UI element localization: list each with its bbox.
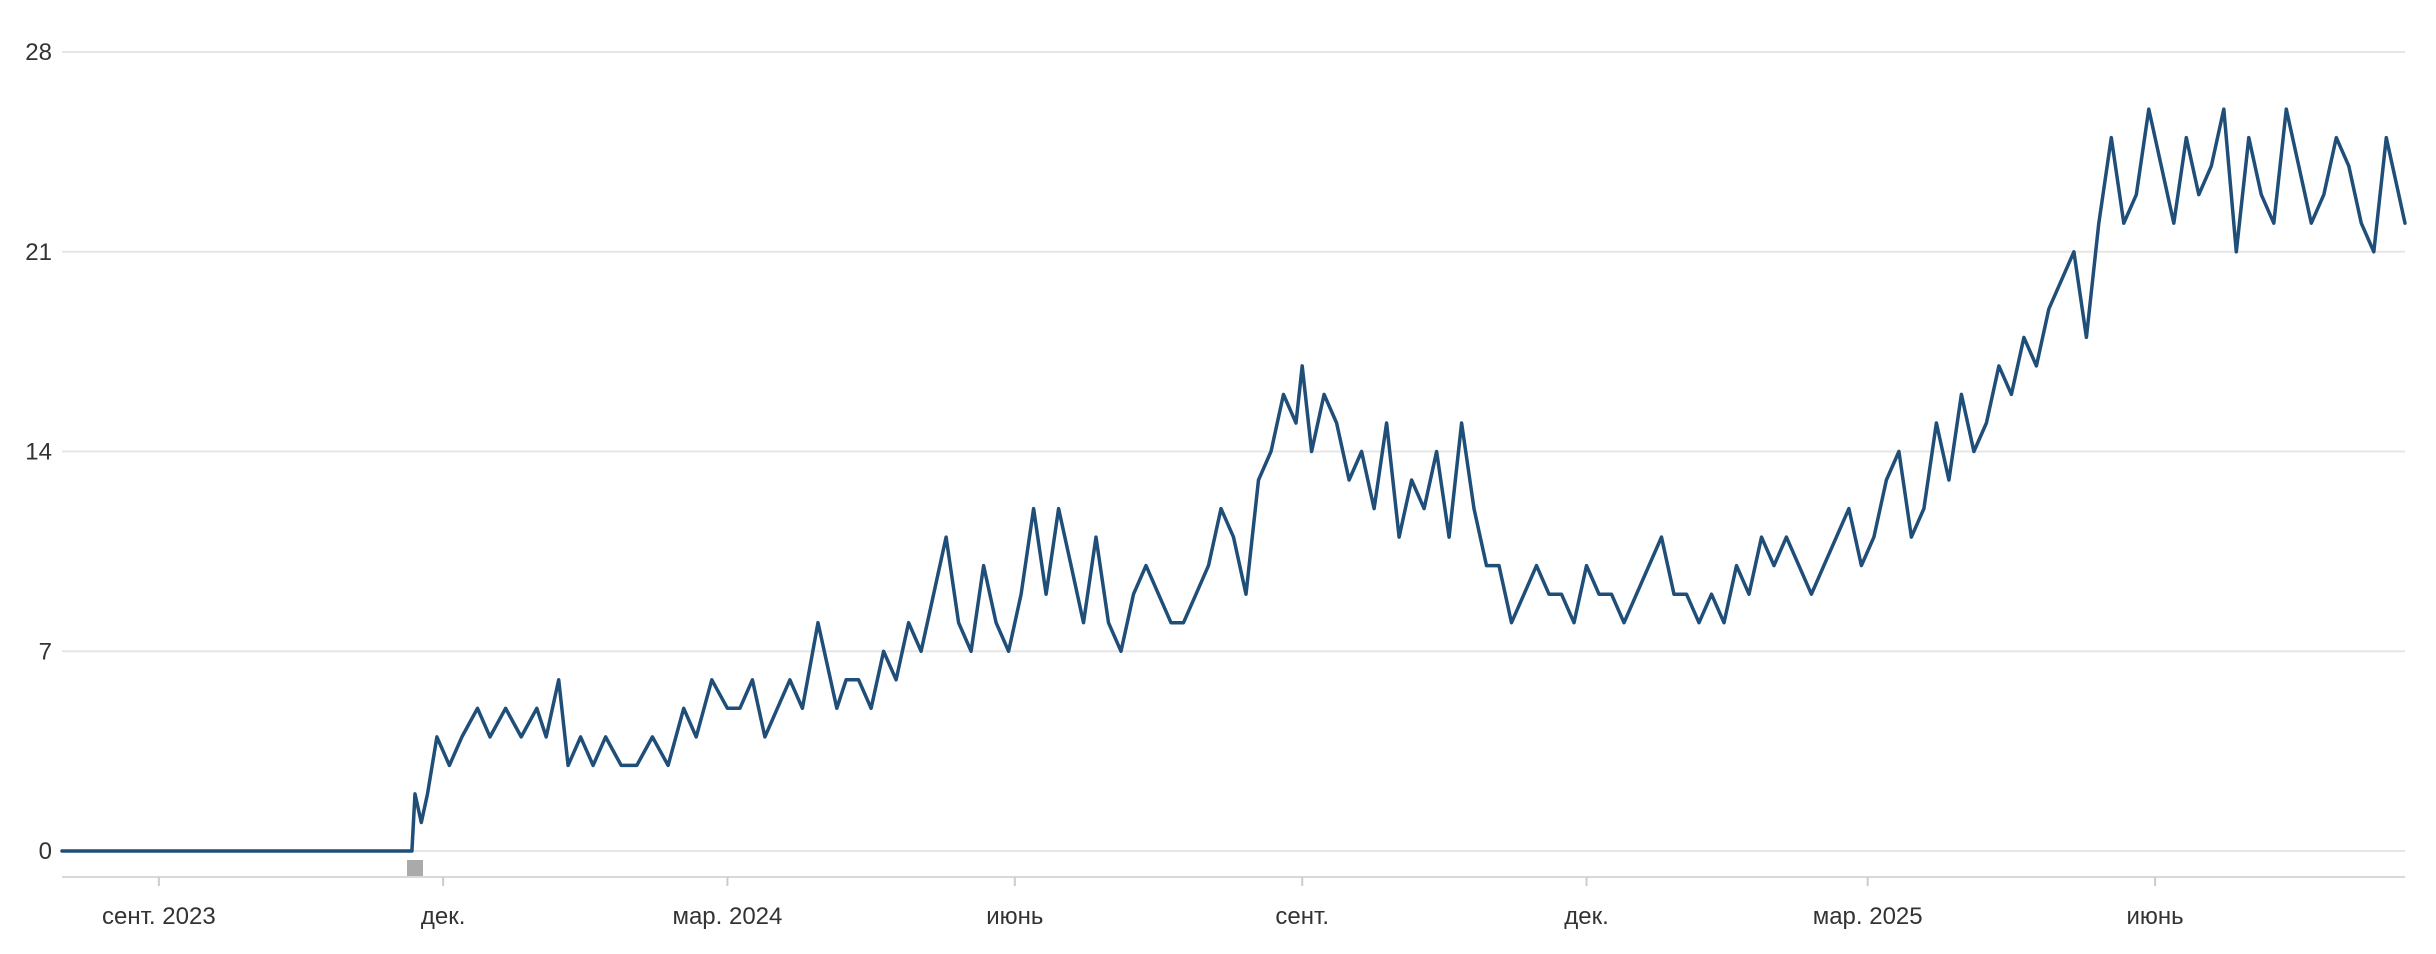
y-tick-label: 7: [39, 638, 52, 665]
x-tick-label: июнь: [986, 903, 1043, 930]
series-line: [60, 107, 2407, 853]
x-axis-ticks: сент. 2023 дек. мар. 2024 июнь сент. дек. мар.…: [102, 877, 2184, 930]
x-tick-label: сент. 2023: [102, 903, 216, 930]
x-tick-label: дек.: [421, 903, 466, 930]
gridlines: [62, 51, 2405, 852]
x-tick-label: мар. 2025: [1813, 903, 1923, 930]
x-tick-label: дек.: [1564, 903, 1609, 930]
y-tick-label: 0: [39, 838, 52, 865]
y-tick-label: 21: [25, 239, 52, 266]
y-tick-label: 14: [25, 439, 52, 466]
series-layer: [60, 107, 2407, 853]
annotation-marker: [407, 860, 424, 876]
x-tick-label: мар. 2024: [672, 903, 782, 930]
x-tick-label: июнь: [2126, 903, 2183, 930]
x-tick-label: сент.: [1275, 903, 1329, 930]
y-axis-ticks: 0 7 14 21 28: [25, 39, 52, 865]
y-tick-label: 28: [25, 39, 52, 66]
